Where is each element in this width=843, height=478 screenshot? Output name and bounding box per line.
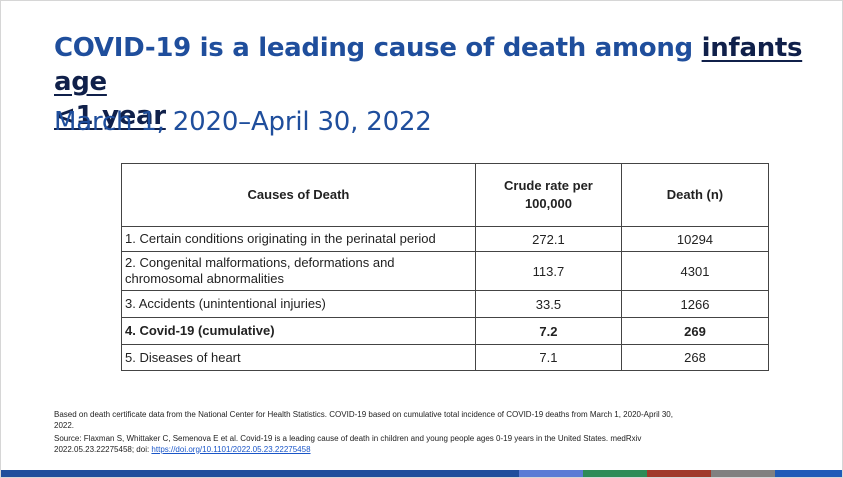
slide-subtitle: March 1, 2020–April 30, 2022 xyxy=(54,107,432,137)
header-crude-rate: Crude rate per 100,000 xyxy=(474,163,622,227)
slide-title: COVID-19 is a leading cause of death amo… xyxy=(54,31,814,133)
table-row: 5. Diseases of heart 7.1 268 xyxy=(121,344,770,371)
bar-segment-gray xyxy=(711,470,775,477)
footnote: Based on death certificate data from the… xyxy=(54,410,804,455)
header-deaths: Death (n) xyxy=(620,163,770,227)
title-underlined-text: infants age xyxy=(54,33,803,97)
title-text: COVID-19 is a leading cause of death amo… xyxy=(54,33,702,63)
bar-segment-end xyxy=(775,470,842,477)
cell-cause: 3. Accidents (unintentional injuries) xyxy=(121,290,476,318)
bar-segment-primary xyxy=(1,470,519,477)
doi-link[interactable]: https://doi.org/10.1101/2022.05.23.22275… xyxy=(151,444,311,454)
cell-cause-line2: chromosomal abnormalities xyxy=(125,271,284,286)
cell-rate: 7.1 xyxy=(474,344,622,371)
footnote-note: Based on death certificate data from the… xyxy=(54,410,804,431)
table-row: 2. Congenital malformations, deformation… xyxy=(121,251,770,291)
footnote-source: Source: Flaxman S, Whittaker C, Semenova… xyxy=(54,434,804,455)
bottom-color-bar xyxy=(1,470,842,477)
cell-cause-line1: 2. Congenital malformations, deformation… xyxy=(125,255,395,270)
table-row: 1. Certain conditions originating in the… xyxy=(121,226,770,252)
cell-cause: 4. Covid-19 (cumulative) xyxy=(121,317,476,345)
cell-deaths: 1266 xyxy=(620,290,770,318)
cell-rate: 113.7 xyxy=(474,251,622,291)
bar-segment-red xyxy=(647,470,711,477)
header-crude-rate-line1: Crude rate per xyxy=(504,178,593,193)
table-row: 3. Accidents (unintentional injuries) 33… xyxy=(121,290,770,318)
title-underlined-text-line2: <1 year xyxy=(54,101,166,131)
footnote-line4: 2022.05.23.22275458; doi: xyxy=(54,444,152,454)
footnote-line2: 2022. xyxy=(54,420,75,430)
header-crude-rate-line2: 100,000 xyxy=(524,196,572,211)
table-header-row: Causes of Death Crude rate per 100,000 D… xyxy=(121,163,770,227)
cell-rate: 272.1 xyxy=(474,226,622,252)
cell-deaths: 4301 xyxy=(620,251,770,291)
cell-deaths: 268 xyxy=(620,344,770,371)
header-causes: Causes of Death xyxy=(121,163,476,227)
cell-deaths: 10294 xyxy=(620,226,770,252)
table-row-highlighted: 4. Covid-19 (cumulative) 7.2 269 xyxy=(121,317,770,345)
cell-rate: 7.2 xyxy=(474,317,622,345)
bar-segment-green xyxy=(583,470,647,477)
cell-cause: 2. Congenital malformations, deformation… xyxy=(121,251,476,291)
causes-of-death-table: Causes of Death Crude rate per 100,000 D… xyxy=(121,163,770,371)
cell-deaths: 269 xyxy=(620,317,770,345)
cell-cause: 5. Diseases of heart xyxy=(121,344,476,371)
cell-cause: 1. Certain conditions originating in the… xyxy=(121,226,476,252)
bar-segment-light-blue xyxy=(519,470,583,477)
footnote-line1: Based on death certificate data from the… xyxy=(54,410,673,419)
footnote-line3: Source: Flaxman S, Whittaker C, Semenova… xyxy=(54,434,642,443)
cell-rate: 33.5 xyxy=(474,290,622,318)
